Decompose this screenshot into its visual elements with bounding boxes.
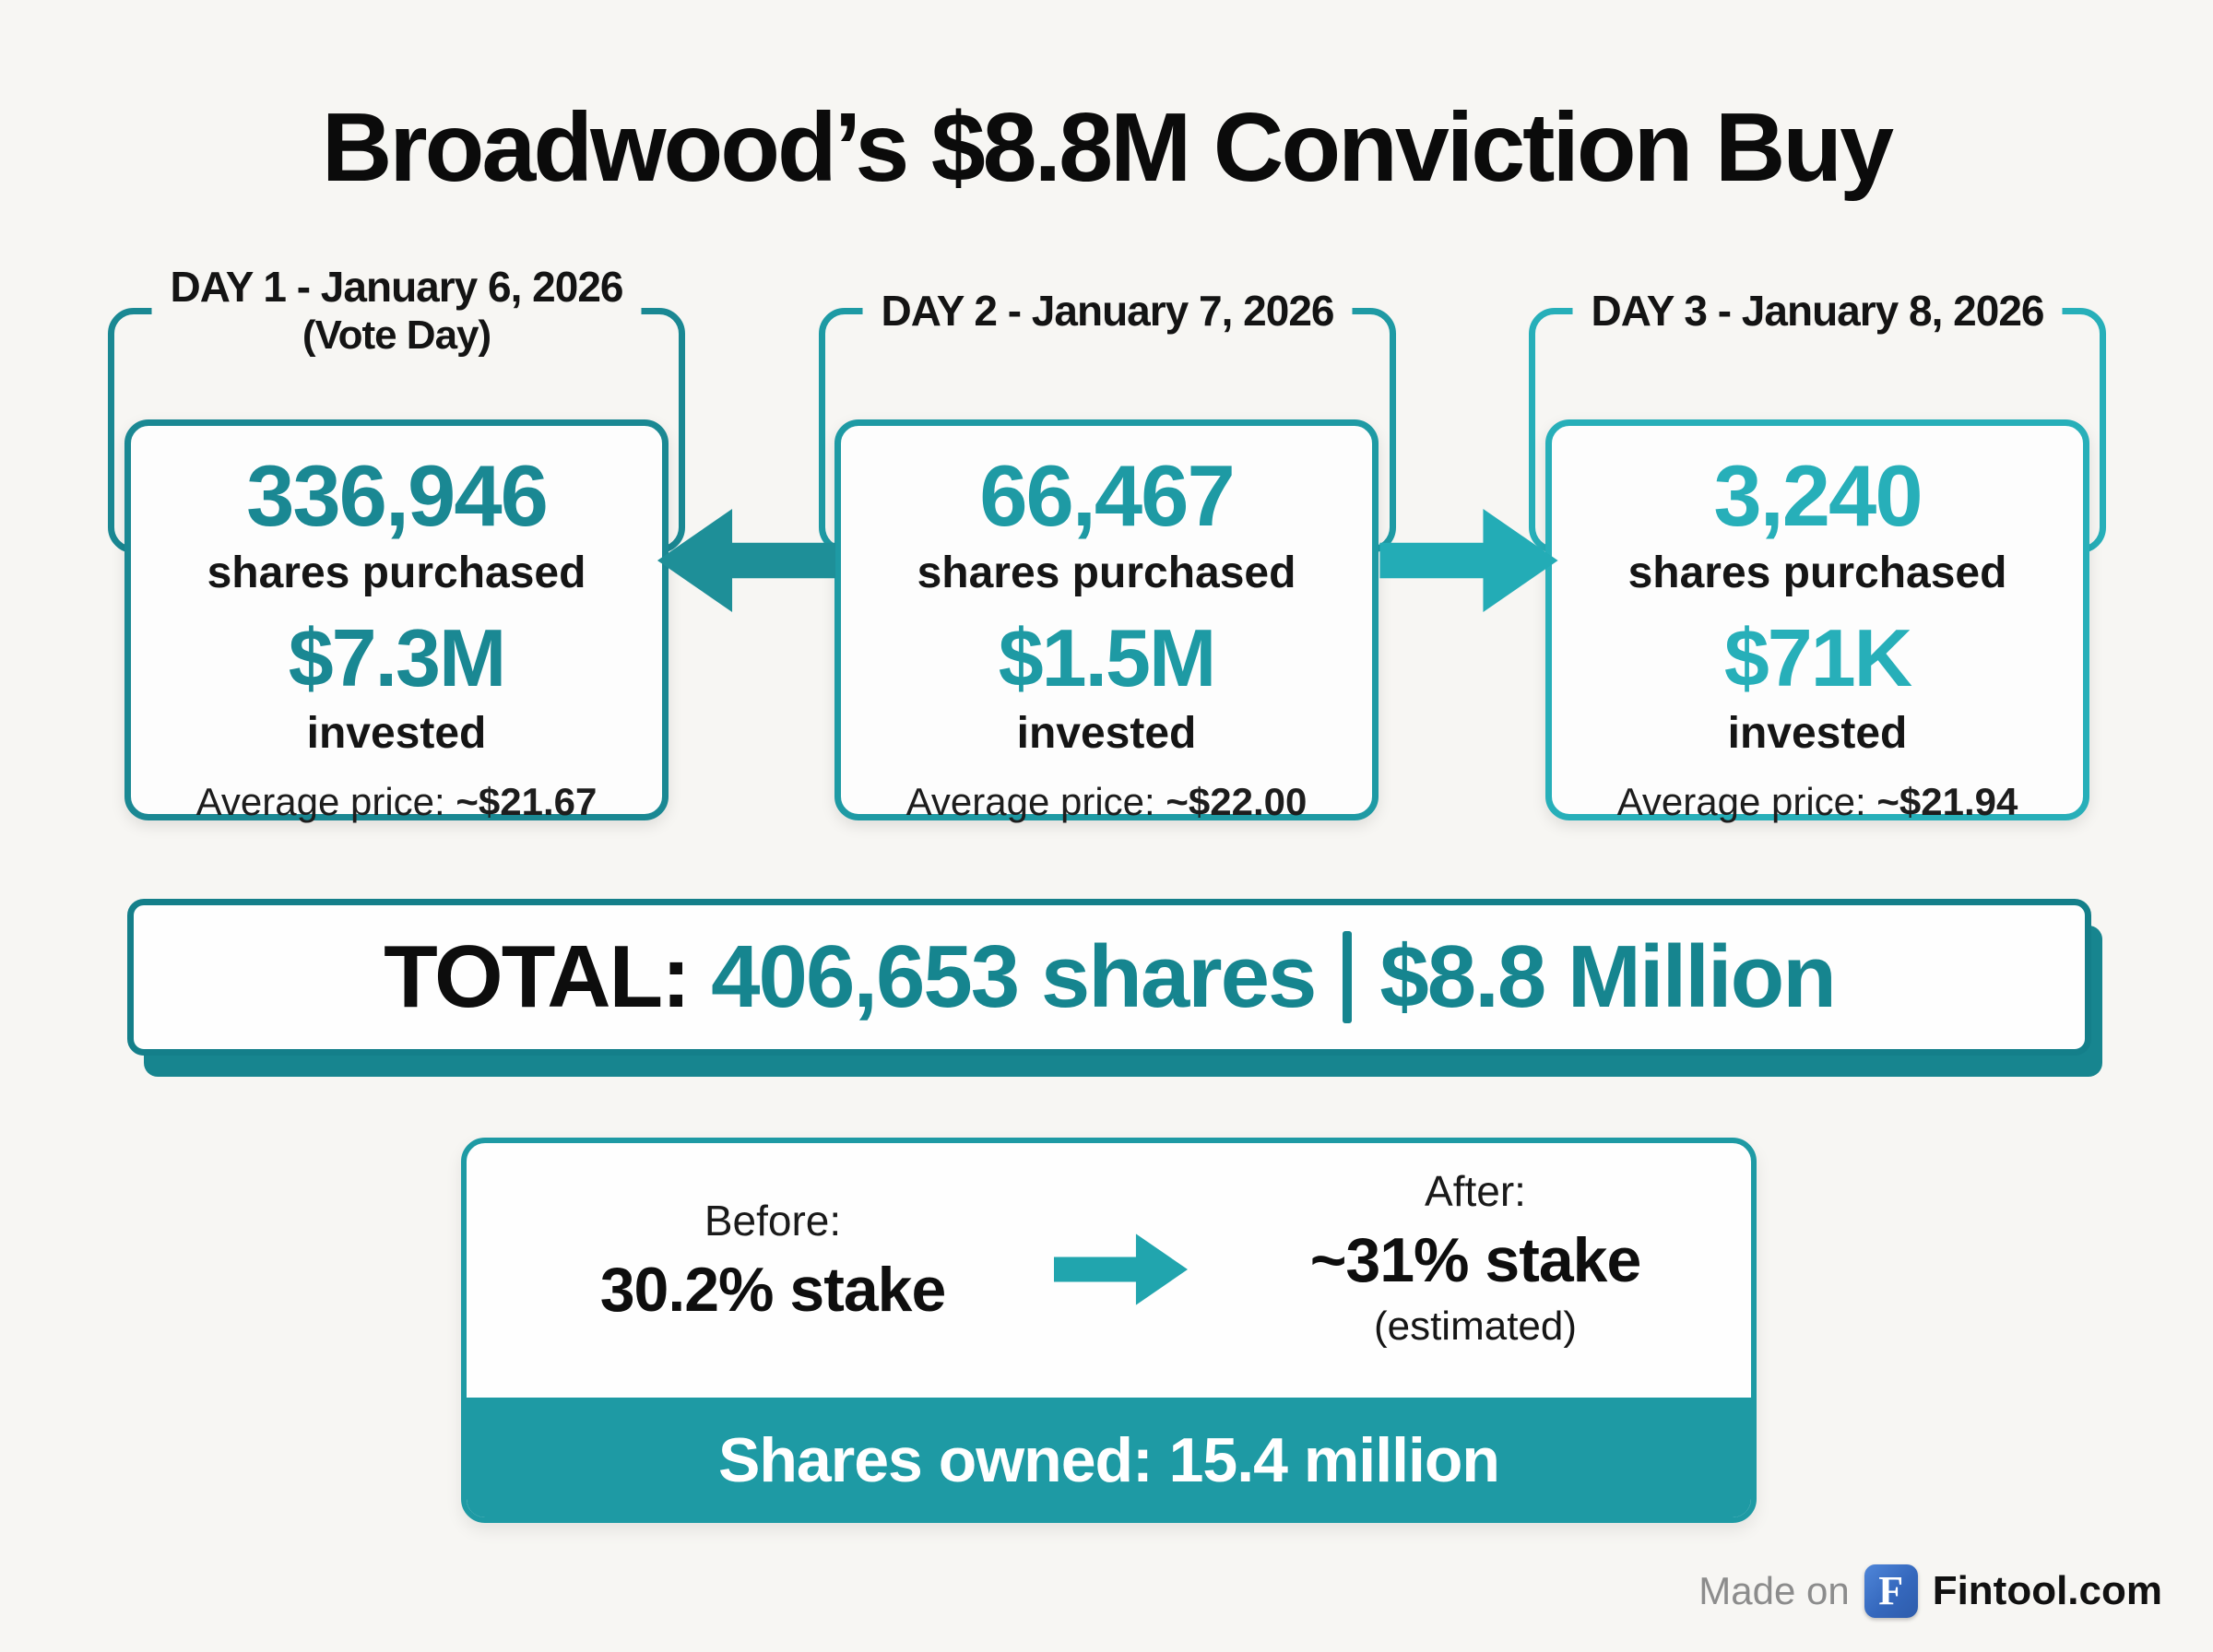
day2-amount-caption: invested: [1016, 709, 1197, 758]
footer-watermark: Made on F Fintool.com: [1698, 1562, 2162, 1621]
stake-after: After: ~31% stake (estimated): [1291, 1165, 1660, 1351]
day3-label: DAY 3 - January 8, 2026: [1572, 286, 2063, 336]
total-label: TOTAL:: [384, 927, 691, 1026]
day3-shares-caption: shares purchased: [1627, 549, 2007, 597]
day2-card: 66,467 shares purchased $1.5M invested A…: [834, 419, 1379, 823]
total-bar: TOTAL: 406,653 shares $8.8 Million: [127, 899, 2091, 1056]
day3-bracket: DAY 3 - January 8, 2026: [1529, 286, 2106, 553]
total-amount: $8.8 Million: [1379, 927, 1836, 1026]
day1-label-text: DAY 1 - January 6, 2026: [170, 263, 624, 311]
shares-owned-strip: Shares owned: 15.4 million: [467, 1398, 1751, 1517]
day1-label: DAY 1 - January 6, 2026 (Vote Day): [151, 262, 642, 360]
fintool-logo-letter: F: [1878, 1568, 1904, 1613]
stake-arrow-icon: [1054, 1233, 1188, 1305]
stake-before-value: 30.2% stake: [599, 1255, 947, 1325]
stake-before: Before: 30.2% stake: [588, 1195, 957, 1326]
day1-average-price-label: Average price:: [195, 780, 456, 823]
page-title: Broadwood’s $8.8M Conviction Buy: [321, 93, 1894, 202]
day3-shares-value: 3,240: [1713, 447, 1923, 544]
day3-average-price: Average price: ~$21.94: [1617, 780, 2018, 824]
day1-shares-caption: shares purchased: [207, 549, 586, 597]
day2-average-price: Average price: ~$22.00: [906, 780, 1308, 824]
day2-shares-caption: shares purchased: [917, 549, 1296, 597]
arrow-left-icon: [657, 509, 836, 612]
stake-after-value: ~31% stake: [1309, 1225, 1642, 1295]
day2-shares-value: 66,467: [979, 447, 1236, 544]
day3-card: 3,240 shares purchased $71K invested Ave…: [1545, 419, 2089, 823]
day2-average-price-label: Average price:: [905, 780, 1166, 823]
made-on-text: Made on: [1698, 1569, 1850, 1612]
day2-amount-value: $1.5M: [998, 612, 1217, 703]
day1-amount-caption: invested: [306, 709, 487, 758]
day3-amount-caption: invested: [1727, 709, 1908, 758]
day1-amount-value: $7.3M: [288, 612, 507, 703]
shares-owned-text: Shares owned: 15.4 million: [718, 1425, 1500, 1495]
day3-label-text: DAY 3 - January 8, 2026: [1591, 287, 2045, 335]
stake-after-note: (estimated): [1373, 1304, 1578, 1349]
fintool-brand-name: Fintool.com: [1932, 1568, 2162, 1613]
day1-average-price: Average price: ~$21.67: [196, 780, 598, 824]
day2-label: DAY 2 - January 7, 2026: [862, 286, 1353, 336]
day2-label-text: DAY 2 - January 7, 2026: [881, 287, 1335, 335]
stake-after-label: After:: [1425, 1167, 1526, 1215]
total-divider: [1343, 931, 1353, 1023]
day1-sublabel: (Vote Day): [302, 313, 491, 358]
stake-before-label: Before:: [704, 1197, 842, 1245]
day1-card: 336,946 shares purchased $7.3M invested …: [124, 419, 669, 823]
stake-card: Before: 30.2% stake After: ~31% stake (e…: [461, 1138, 1757, 1523]
day3-average-price-label: Average price:: [1616, 780, 1877, 823]
day3-average-price-value: ~$21.94: [1876, 780, 2018, 823]
arrow-right-icon: [1379, 509, 1558, 612]
day1-bracket: DAY 1 - January 6, 2026 (Vote Day): [108, 262, 685, 553]
day3-amount-value: $71K: [1723, 612, 1912, 703]
day1-shares-value: 336,946: [246, 447, 549, 544]
fintool-logo-icon: F: [1864, 1564, 1918, 1618]
day1-average-price-value: ~$21.67: [456, 780, 598, 823]
day2-average-price-value: ~$22.00: [1166, 780, 1308, 823]
total-shares: 406,653 shares: [711, 927, 1317, 1026]
